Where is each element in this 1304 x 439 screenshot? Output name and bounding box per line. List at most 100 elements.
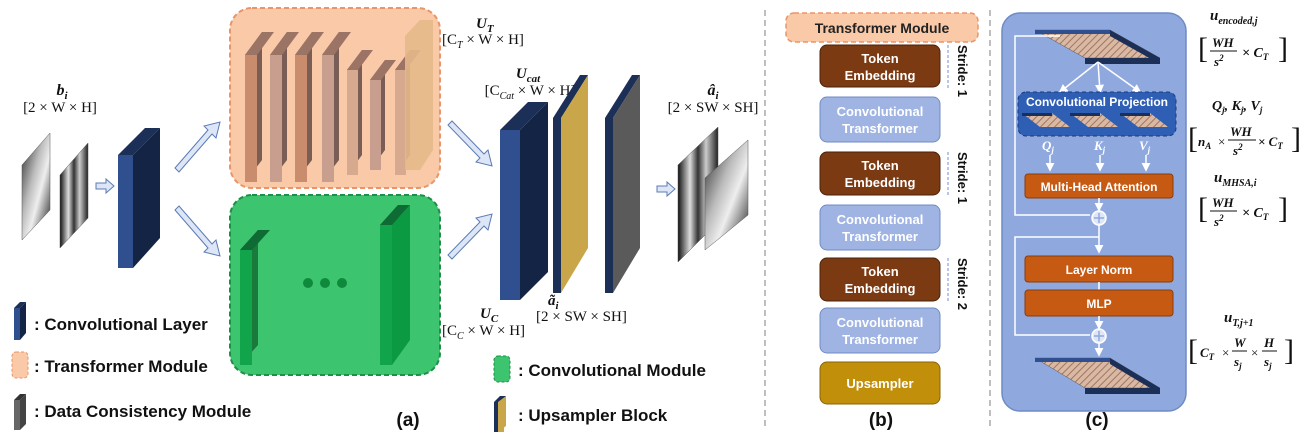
first-conv-layer [118, 128, 160, 268]
conv-transformer-1: Convolutional Transformer [819, 96, 941, 143]
u-t-next-c: CT [1200, 345, 1215, 362]
legend-transformer: : Transformer Module [11, 351, 208, 379]
u-encoded-label: uencoded,j [1210, 8, 1258, 27]
conv-transformer-3-line2: Transformer [842, 332, 918, 347]
qkv-arrows [1045, 155, 1151, 172]
bracket-r-1: ] [1278, 32, 1288, 65]
u-mhsa-annotation: uMHSA,i [ WH s2 × CT ] [1198, 170, 1288, 229]
u-mhsa-den: s2 [1213, 213, 1224, 229]
stride-label-3: Stride: 2 [955, 258, 970, 310]
qkv-pre: nA [1198, 134, 1211, 151]
data-consistency-layer [605, 75, 640, 293]
legend-dc-module-label: : Data Consistency Module [34, 402, 251, 421]
u-mhsa-num: WH [1212, 195, 1235, 210]
u-encoded-num: WH [1212, 35, 1235, 50]
legend-upsampler: : Upsampler Block [494, 396, 668, 432]
a-tilde-dim: [2 × SW × SH] [536, 309, 627, 325]
a-hat-dim: [2 × SW × SH] [668, 100, 759, 116]
residual-lines [1014, 225, 1104, 336]
panel-a-label: (a) [396, 410, 419, 431]
qkv-num: WH [1230, 124, 1253, 139]
qkv-times: × [1218, 134, 1225, 149]
convolutional-module-box [229, 194, 441, 376]
top-split-lines [1014, 35, 1142, 216]
arrow-1 [95, 177, 115, 195]
a-hat-label: âi [707, 82, 719, 102]
arrow-into-cat-bottom [447, 213, 493, 260]
q-label: Qj [1042, 138, 1054, 155]
u-encoded-annotation: uencoded,j [ WH s2 × CT ] [1198, 8, 1288, 69]
bracket-l-3: [ [1198, 192, 1208, 225]
qkv-annotation: Qj, Kj, Vj [ nA × WH s2 × CT ] [1188, 99, 1301, 158]
conv-transformer-2-line2: Transformer [842, 229, 918, 244]
arrow-down [174, 205, 221, 257]
upsampler-box-label: Upsampler [846, 376, 913, 391]
bracket-l-1: [ [1198, 32, 1208, 65]
k-label: Kj [1093, 138, 1106, 155]
conv-transformer-2: Convolutional Transformer [819, 204, 941, 251]
u-mhsa-label: uMHSA,i [1214, 170, 1257, 189]
u-t-dim: [CT × W × H] [442, 32, 524, 51]
token-embedding-1-line1: Token [861, 51, 898, 66]
layer-norm-box: Layer Norm [1024, 255, 1174, 283]
top-token-block [1034, 29, 1161, 64]
panel-b-label: (b) [869, 410, 893, 431]
token-embedding-2: Token Embedding [819, 151, 941, 196]
conv-transformer-2-line1: Convolutional [837, 212, 924, 227]
conv-transformer-1-line1: Convolutional [837, 104, 924, 119]
u-t-next-sj2: sj [1263, 354, 1272, 371]
token-embedding-3-line1: Token [861, 264, 898, 279]
token-embedding-2-line2: Embedding [845, 175, 916, 190]
token-embedding-3-line2: Embedding [845, 281, 916, 296]
conv-projection-box: Convolutional Projection [1017, 91, 1177, 137]
conv-transformer-1-line2: Transformer [842, 121, 918, 136]
mlp-label: MLP [1086, 297, 1111, 311]
upsampler-box: Upsampler [819, 361, 941, 405]
u-c-dim: [CC × W × H] [442, 323, 525, 342]
conv-transformer-3: Convolutional Transformer [819, 307, 941, 354]
bracket-r-4: ] [1284, 334, 1294, 367]
arrow-into-cat-top [447, 120, 493, 167]
legend-transformer-label: : Transformer Module [34, 357, 208, 376]
u-t-next-w: W [1234, 335, 1247, 350]
upsampler-block [553, 75, 588, 293]
panel-b: Transformer Module Token Embedding Convo… [785, 12, 979, 431]
transformer-module-box [229, 7, 441, 189]
transformer-module-header-label: Transformer Module [815, 20, 950, 36]
arrow-up [174, 121, 221, 173]
transformer-module-header [785, 12, 979, 43]
mha-box: Multi-Head Attention [1024, 173, 1174, 199]
mlp-box: MLP [1024, 289, 1174, 317]
legend-conv-layer-label: : Convolutional Layer [34, 315, 208, 334]
token-embedding-1-line2: Embedding [845, 68, 916, 83]
legend-upsampler-label: : Upsampler Block [518, 406, 668, 425]
u-t-next-times-2: × [1251, 345, 1258, 360]
a-tilde-label: ãi [548, 293, 560, 312]
panel-c: Convolutional Projection Qj Kj Vj Multi-… [1001, 8, 1301, 431]
token-embedding-3: Token Embedding [819, 257, 941, 302]
ucat-conv-layer [500, 102, 548, 300]
conv-projection-label: Convolutional Projection [1026, 95, 1168, 109]
layer-norm-label: Layer Norm [1066, 263, 1133, 277]
panel-c-label: (c) [1085, 410, 1108, 431]
v-label: Vj [1139, 138, 1151, 155]
u-t-next-sj: sj [1233, 354, 1242, 371]
qkv-title: Qj, Kj, Vj [1212, 99, 1263, 115]
mha-label: Multi-Head Attention [1041, 180, 1158, 194]
token-embedding-1: Token Embedding [819, 44, 941, 88]
add-node-1 [1091, 210, 1107, 226]
qkv-den: s2 [1232, 142, 1243, 158]
arrow-to-output [656, 180, 676, 198]
legend-conv-layer: : Convolutional Layer [14, 302, 208, 340]
input-image-b [21, 132, 89, 249]
b-i-label: bi [56, 82, 68, 102]
u-cat-dim: [CCat × W × H] [485, 83, 576, 102]
bracket-r-3: ] [1278, 192, 1288, 225]
u-t-next-times-1: × [1222, 345, 1229, 360]
u-c-label: UC [480, 306, 499, 325]
bottom-token-block [1034, 357, 1161, 394]
bracket-r-2: ] [1291, 122, 1301, 155]
u-encoded-rest: × CT [1242, 46, 1269, 62]
u-t-next-annotation: uT,j+1 [ CT × W sj × H sj ] [1188, 310, 1294, 371]
